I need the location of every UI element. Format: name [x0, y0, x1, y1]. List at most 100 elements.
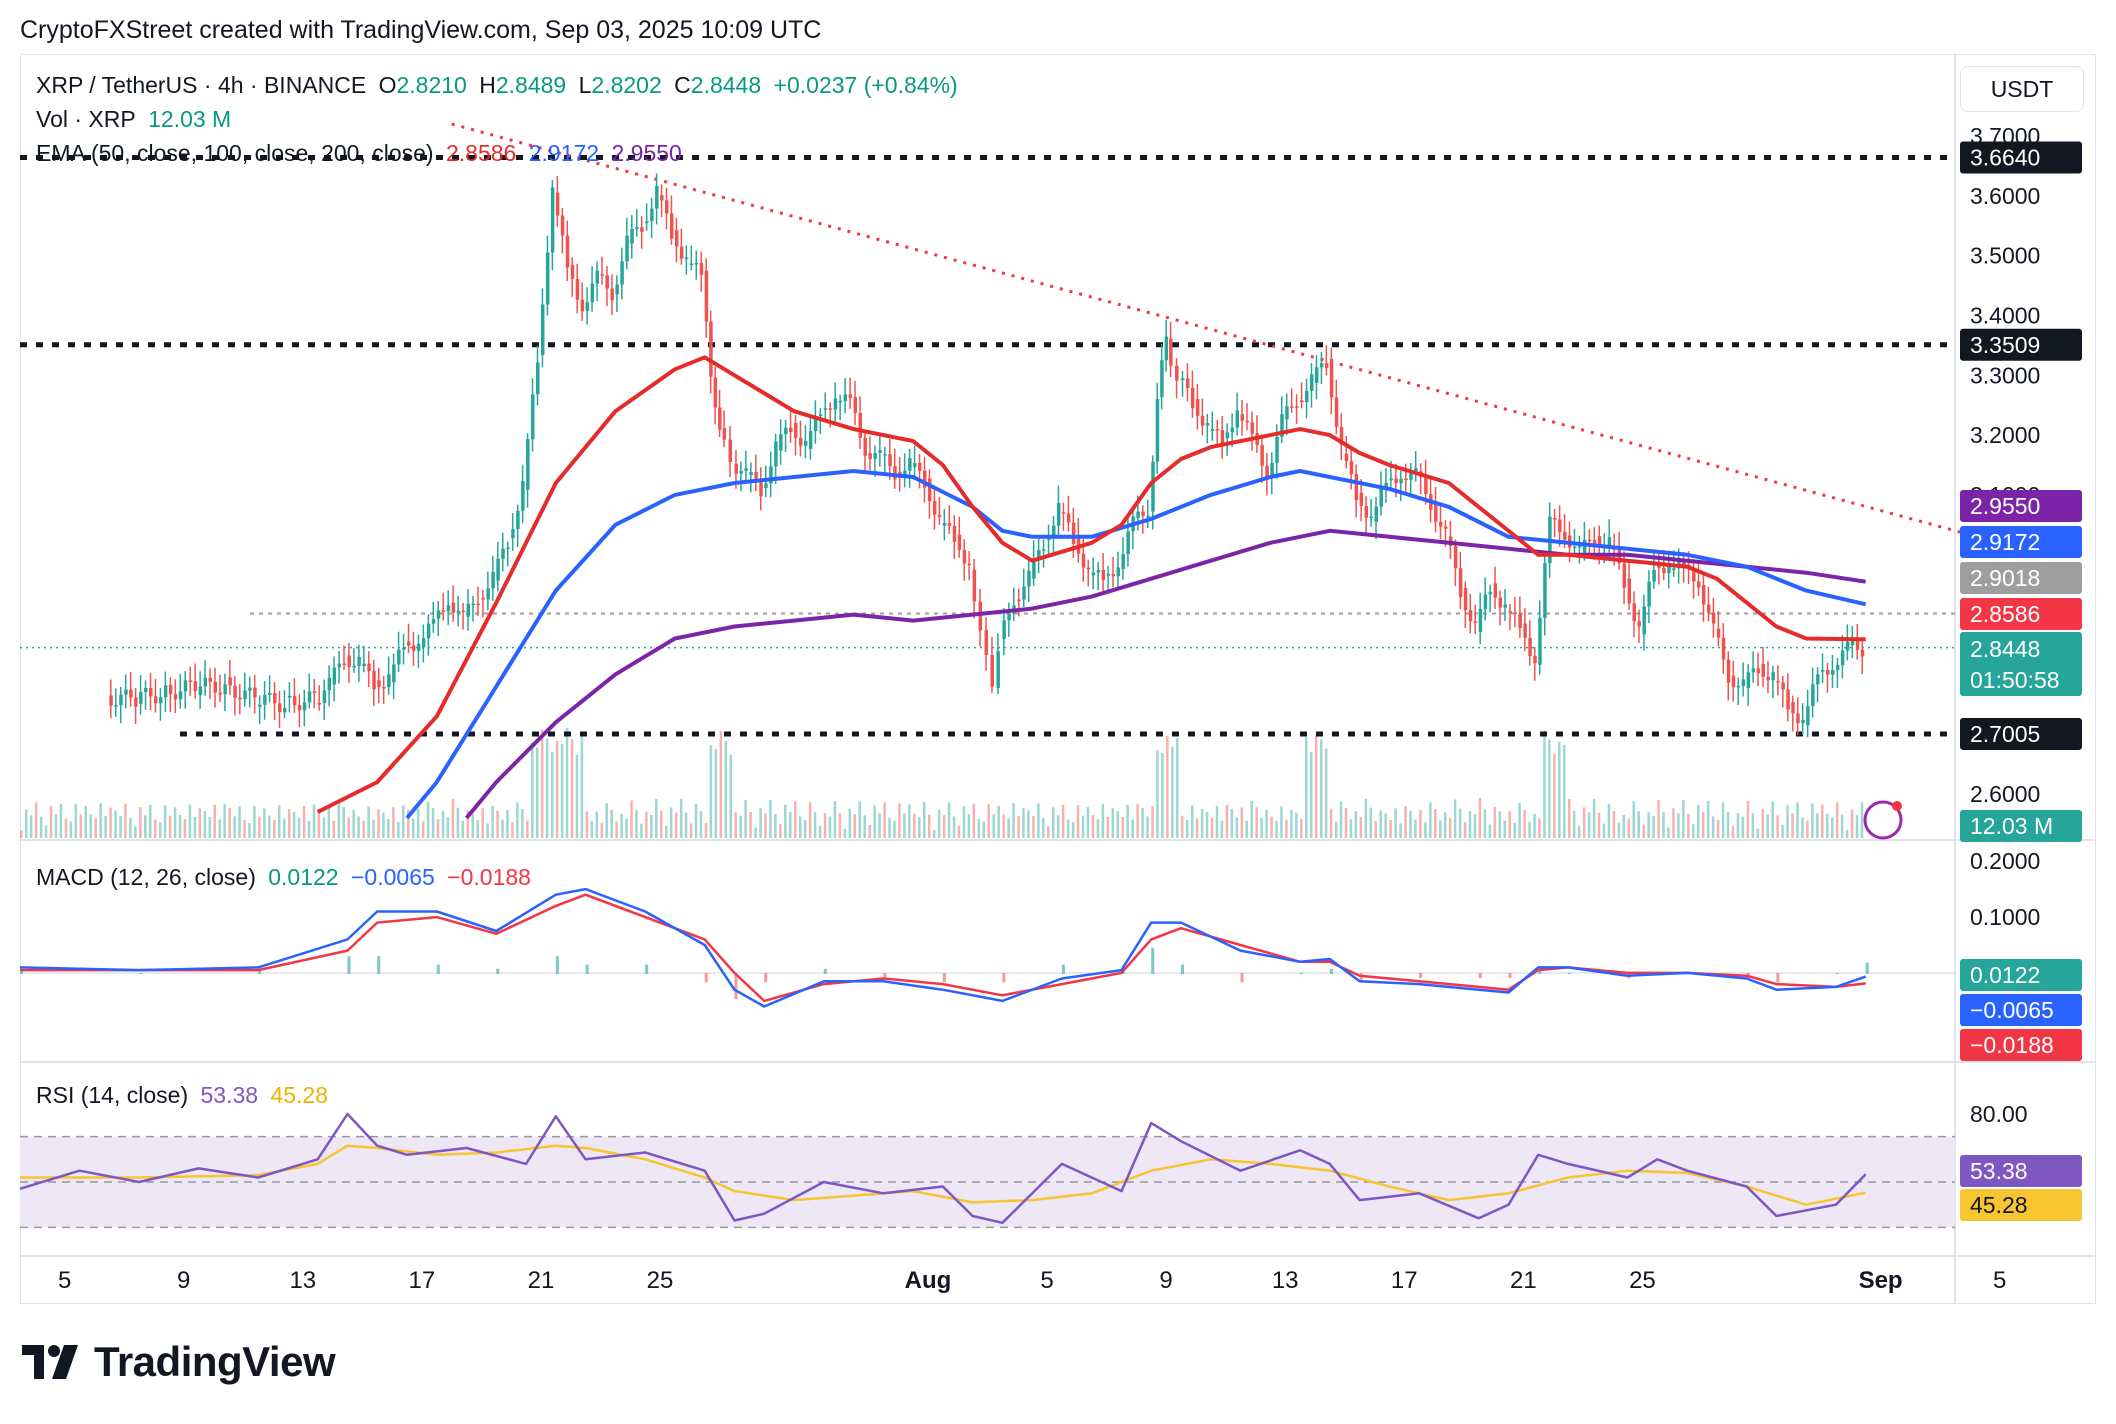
volume-bar	[292, 811, 296, 838]
volume-bar	[1697, 804, 1700, 838]
candle-body	[1523, 623, 1527, 638]
volume-bar	[109, 807, 112, 838]
volume-bar	[1250, 800, 1253, 838]
candle-body	[208, 677, 213, 682]
candle-body	[1106, 573, 1111, 576]
candle-body	[1518, 613, 1522, 629]
prev-close-tag: 2.9018	[1970, 565, 2040, 591]
volume-bar	[610, 810, 613, 838]
volume-bar	[1424, 822, 1427, 838]
rsi-ma-tag: 45.28	[1970, 1192, 2028, 1218]
volume-bar	[1300, 819, 1303, 838]
candle-body	[893, 466, 897, 480]
candle-body	[426, 623, 431, 639]
volume-bar	[650, 814, 653, 838]
volume-bar	[1166, 736, 1169, 838]
time-tick-label: 9	[1159, 1267, 1172, 1294]
candle-body	[134, 697, 138, 707]
volume-bar	[223, 803, 226, 838]
volume-bar	[1190, 805, 1194, 838]
ohlc-low-label: L	[578, 72, 592, 98]
tradingview-logo-icon	[22, 1345, 78, 1379]
candle-body	[674, 230, 679, 247]
candle-body	[704, 270, 709, 322]
volume-bar	[526, 820, 529, 838]
macd-hist-bar	[1538, 968, 1542, 974]
volume-bar	[441, 811, 445, 838]
volume-bar	[1657, 800, 1660, 838]
volume-bar	[779, 824, 782, 838]
candle-body	[1538, 617, 1542, 665]
candle-body	[630, 228, 634, 244]
volume-bar	[421, 821, 425, 838]
candle-body	[1716, 628, 1721, 638]
volume-bar	[1806, 820, 1809, 838]
volume-bar	[1587, 812, 1591, 838]
candle-body	[1007, 613, 1011, 621]
volume-bar	[878, 813, 881, 838]
candle-body	[312, 691, 317, 693]
volume-bar	[1692, 824, 1695, 838]
volume-bar	[789, 812, 792, 838]
candle-body	[1761, 663, 1765, 677]
candle-body	[1692, 568, 1696, 582]
volume-bar	[744, 800, 747, 838]
volume-bar	[565, 728, 569, 838]
candle-body	[446, 605, 451, 612]
last-price-tag: 2.8448	[1970, 636, 2040, 662]
volume-bar	[49, 806, 53, 838]
volume-bar	[1771, 801, 1774, 838]
volume-bar	[94, 818, 97, 838]
candle-body	[297, 705, 302, 711]
macd-value: −0.0065	[351, 864, 435, 890]
volume-bar	[1071, 822, 1075, 838]
candle-body	[605, 275, 609, 289]
volume-bar	[1002, 814, 1005, 838]
volume-bar	[188, 804, 192, 838]
ema-label[interactable]: EMA (50, close, 100, close, 200, close)	[36, 140, 434, 166]
volume-bar	[89, 814, 92, 838]
candle-body	[1587, 539, 1592, 542]
candle-body	[1706, 604, 1711, 613]
symbol-name[interactable]: XRP / TetherUS · 4h · BINANCE	[36, 72, 367, 98]
volume-bar	[287, 808, 291, 838]
volume-bar	[99, 803, 102, 838]
candle-body	[734, 463, 738, 474]
volume-bar	[962, 806, 966, 838]
candle-body	[1726, 659, 1731, 683]
macd-label[interactable]: MACD (12, 26, close)	[36, 864, 256, 890]
candle-body	[486, 588, 490, 600]
rsi-label[interactable]: RSI (14, close)	[36, 1082, 189, 1108]
volume-bar	[868, 824, 871, 838]
volume-bar	[1275, 820, 1278, 838]
currency-selector[interactable]: USDT	[1960, 66, 2084, 112]
volume-bar	[684, 812, 688, 838]
tradingview-brand[interactable]: TradingView	[22, 1338, 336, 1386]
volume-bar	[1736, 813, 1740, 838]
candle-body	[1215, 429, 1220, 431]
volume-label[interactable]: Vol · XRP	[36, 106, 136, 132]
rsi-line	[19, 1112, 1867, 1225]
volume-bar	[679, 798, 683, 838]
macd-tick-label: 0.1000	[1970, 904, 2040, 930]
candle-body	[1052, 525, 1056, 539]
time-tick-label: 5	[1993, 1267, 2006, 1294]
candle-body	[372, 670, 376, 690]
volume-bar	[550, 752, 554, 838]
candle-body	[1572, 546, 1577, 549]
candle-body	[168, 684, 173, 695]
volume-bar	[1582, 807, 1586, 838]
volume-bar	[327, 807, 331, 838]
time-tick-label: 25	[647, 1267, 674, 1294]
candle-body	[516, 510, 520, 530]
candle-body	[932, 501, 937, 515]
volume-bar	[1151, 806, 1154, 838]
candle-body	[1359, 492, 1364, 507]
volume-bar	[1096, 819, 1100, 838]
macd-tag-bg	[1960, 994, 2082, 1026]
volume-bar	[923, 802, 926, 838]
volume-bar	[888, 817, 891, 838]
volume-bar	[1572, 810, 1576, 838]
volume-bar	[1538, 818, 1541, 838]
volume-bar	[208, 817, 212, 838]
